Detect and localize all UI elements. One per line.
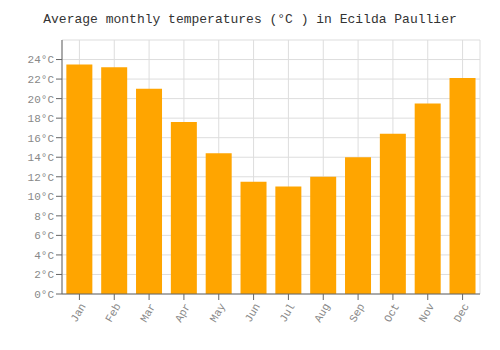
svg-text:2°C: 2°C: [34, 269, 54, 281]
html-text:Average monthly temperatures (: Average monthly temperatures (°C ) in Ec…: [43, 12, 457, 27]
svg-text:20°C: 20°C: [28, 94, 55, 106]
svg-text:May: May: [208, 301, 228, 324]
svg-text:24°C: 24°C: [28, 54, 55, 66]
svg-text:14°C: 14°C: [28, 152, 55, 164]
svg-text:10°C: 10°C: [28, 191, 55, 203]
svg-text:6°C: 6°C: [34, 230, 54, 242]
svg-text:Nov: Nov: [417, 301, 437, 324]
svg-text:Oct: Oct: [382, 301, 402, 324]
svg-text:22°C: 22°C: [28, 74, 55, 86]
svg-text:Feb: Feb: [103, 301, 123, 324]
svg-text:Jul: Jul: [277, 301, 297, 324]
svg-text:Sep: Sep: [347, 301, 367, 324]
svg-text:16°C: 16°C: [28, 133, 55, 145]
svg-text:Jun: Jun: [243, 301, 263, 324]
svg-text:8°C: 8°C: [34, 211, 54, 223]
svg-text:18°C: 18°C: [28, 113, 55, 125]
svg-text:Mar: Mar: [138, 301, 158, 324]
svg-text:Jan: Jan: [68, 301, 88, 324]
svg-text:Dec: Dec: [452, 301, 472, 324]
svg-text:12°C: 12°C: [28, 172, 55, 184]
svg-text:Aug: Aug: [312, 301, 332, 324]
svg-text:Apr: Apr: [173, 301, 193, 324]
svg-text:4°C: 4°C: [34, 250, 54, 262]
svg-text:0°C: 0°C: [34, 289, 54, 301]
